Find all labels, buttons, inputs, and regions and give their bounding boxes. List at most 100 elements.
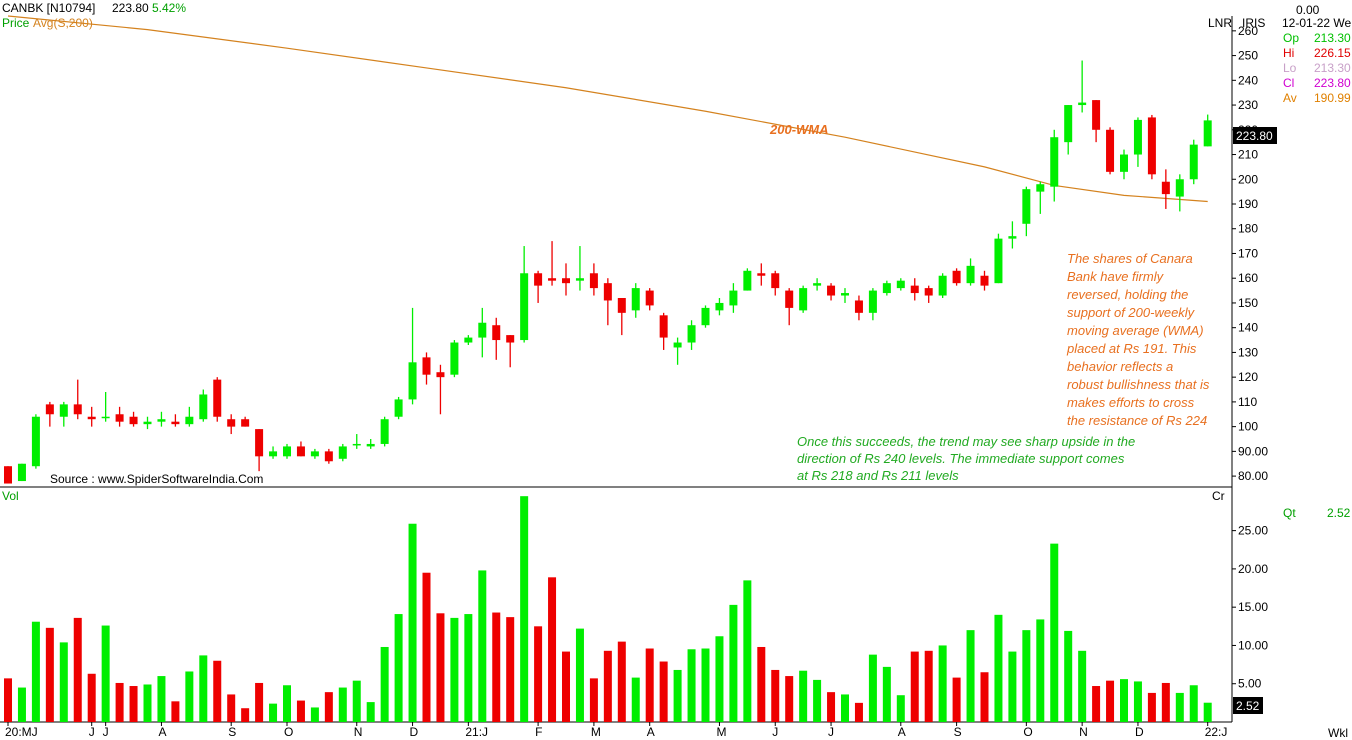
candle-body	[1036, 184, 1045, 192]
symbol-label: CANBK [N10794]	[2, 1, 95, 15]
volume-bar	[757, 646, 766, 722]
price-tick-label: 120	[1238, 370, 1258, 384]
price-tick-label: 170	[1238, 246, 1258, 260]
last-price-label: 223.80	[112, 1, 149, 15]
price-tick-label: 80.00	[1238, 469, 1268, 483]
timeframe-label: Wkl	[1328, 726, 1348, 740]
candle-body	[617, 298, 626, 313]
price-tick-label: 240	[1238, 73, 1258, 87]
annotation-green-line: direction of Rs 240 levels. The immediat…	[797, 451, 1125, 466]
volume-bar	[115, 682, 124, 722]
candle-body	[171, 421, 180, 425]
volume-bar	[506, 617, 515, 722]
volume-bar	[380, 646, 389, 722]
volume-bar	[87, 673, 96, 722]
candle-body	[994, 238, 1003, 284]
volume-bar	[492, 612, 501, 722]
indicator-price-label: Price	[2, 16, 30, 30]
volume-bar	[4, 678, 12, 722]
candle-body	[73, 404, 82, 415]
candle-body	[338, 446, 347, 459]
candle-body	[938, 275, 947, 296]
volume-value-tag	[1233, 697, 1263, 714]
time-tick-label: J	[103, 725, 109, 739]
volume-bar	[129, 686, 138, 722]
volume-bar	[1008, 651, 1017, 722]
volume-bar	[896, 695, 905, 722]
time-tick-label: J	[828, 725, 834, 739]
candle-body	[827, 285, 836, 296]
candle-body	[868, 290, 877, 313]
candle-body	[771, 273, 780, 289]
annotation-orange-line: The shares of Canara	[1067, 251, 1193, 266]
volume-bar	[1050, 543, 1059, 722]
wma-line	[7, 15, 1208, 203]
volume-bar	[1064, 630, 1073, 722]
ohlc-key: Op	[1283, 31, 1299, 45]
candle-body	[394, 399, 403, 417]
candle-body	[534, 273, 543, 286]
time-tick-label: S	[954, 725, 962, 739]
volume-bar	[562, 651, 570, 722]
brand-label: IRIS	[1242, 16, 1265, 30]
annotation-orange-line: behavior reflects a	[1067, 359, 1173, 374]
price-tick-label: 160	[1238, 271, 1258, 285]
candle-body	[157, 419, 166, 422]
volume-unit-label: Cr	[1212, 489, 1225, 503]
volume-bar	[241, 708, 250, 722]
candle-body	[548, 278, 557, 281]
last-price-tag-text: 223.80	[1236, 129, 1273, 143]
annotation-green: Once this succeeds, the trend may see sh…	[797, 434, 1135, 483]
ohlc-key: Hi	[1283, 46, 1294, 60]
candle-body	[1203, 120, 1212, 147]
time-tick-label: M	[716, 725, 726, 739]
candle-body	[366, 443, 375, 447]
candle-body	[129, 416, 138, 425]
ohlc-value: 213.30	[1314, 31, 1351, 45]
candle-body	[562, 278, 570, 284]
time-tick-label: A	[647, 725, 655, 739]
source-label: Source : www.SpiderSoftwareIndia.Com	[50, 472, 263, 486]
price-tick-label: 150	[1238, 296, 1258, 310]
volume-bar	[1022, 630, 1031, 722]
candle-body	[4, 466, 12, 484]
volume-bar	[408, 523, 417, 722]
time-axis-labels: 20:MJ J J A S O N D 21:J F M A M J J A S O N D 22:J	[5, 722, 1227, 739]
price-tick-label: 90.00	[1238, 444, 1268, 458]
volume-bar	[994, 614, 1003, 722]
ohlc-value: 190.99	[1314, 91, 1351, 105]
candle-body	[422, 357, 431, 375]
volume-bar	[199, 655, 208, 722]
candle-body	[506, 335, 515, 343]
volume-bar	[283, 685, 291, 722]
candle-body	[645, 290, 654, 306]
change-label: 5.42%	[152, 1, 186, 15]
candle-body	[408, 362, 417, 400]
candle-body	[199, 394, 208, 420]
candle-body	[1106, 129, 1115, 172]
candle-body	[1008, 236, 1017, 239]
annotation-orange-line: moving average (WMA)	[1067, 323, 1204, 338]
volume-bar	[31, 621, 40, 722]
volume-bar	[534, 626, 543, 722]
candle-body	[631, 288, 640, 311]
candle-body	[575, 278, 584, 281]
candle-body	[743, 270, 752, 291]
price-tick-label: 180	[1238, 222, 1258, 236]
candle-body	[436, 372, 445, 378]
time-tick-label: O	[1023, 725, 1032, 739]
candle-body	[17, 463, 26, 482]
candle-body	[1022, 189, 1031, 224]
ohlc-key: Lo	[1283, 61, 1297, 75]
annotation-orange-line: support of 200-weekly	[1067, 305, 1196, 320]
wma-label: 200-WMA	[769, 122, 829, 137]
candle-body	[1189, 144, 1198, 180]
volume-bar	[59, 642, 68, 722]
candle-body	[227, 419, 236, 427]
volume-tick-label: 10.00	[1238, 638, 1268, 652]
volume-bar	[296, 700, 305, 722]
candle-body	[269, 451, 278, 457]
volume-bar	[1147, 692, 1156, 722]
time-tick-label: 22:J	[1205, 725, 1228, 739]
time-tick-label: D	[410, 725, 419, 739]
